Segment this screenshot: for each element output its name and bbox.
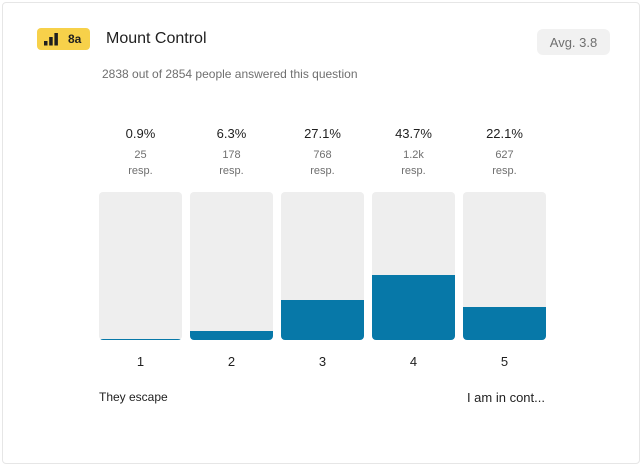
response-count: 178 (222, 149, 241, 161)
scale-value: 2 (227, 354, 236, 369)
bar-track (463, 192, 546, 340)
scale-value: 4 (409, 354, 418, 369)
bar-track (372, 192, 455, 340)
bar-track (281, 192, 364, 340)
response-count: 1.2k (403, 149, 424, 161)
response-count: 25 (134, 149, 147, 161)
bar (190, 330, 273, 340)
signal-bars-icon (44, 33, 58, 46)
bar (281, 299, 364, 340)
scale-value: 5 (500, 354, 509, 369)
response-unit: resp. (128, 165, 153, 177)
response-unit: resp. (219, 165, 244, 177)
scale-value: 3 (318, 354, 327, 369)
bar (463, 307, 546, 340)
percent-label: 6.3% (216, 126, 247, 141)
response-count: 768 (313, 149, 332, 161)
response-unit: resp. (310, 165, 335, 177)
question-number: 8a (68, 32, 82, 46)
scale-value: 1 (136, 354, 145, 369)
response-unit: resp. (492, 165, 517, 177)
percent-label: 27.1% (304, 126, 341, 141)
bar (99, 338, 182, 340)
rating-column-1: 0.9% 25 resp. 1 (99, 0, 182, 466)
scale-low-label: They escape (99, 390, 168, 404)
average-badge: Avg. 3.8 (537, 29, 610, 55)
bar-track (190, 192, 273, 340)
response-unit: resp. (401, 165, 426, 177)
response-count: 627 (495, 149, 514, 161)
question-badge: 8a (37, 28, 90, 50)
rating-column-3: 27.1% 768 resp. 3 (281, 0, 364, 466)
percent-label: 22.1% (486, 126, 523, 141)
rating-column-4: 43.7% 1.2k resp. 4 (372, 0, 455, 466)
percent-label: 0.9% (125, 126, 156, 141)
bar-track (99, 192, 182, 340)
scale-high-label: I am in cont... (466, 390, 545, 405)
percent-label: 43.7% (395, 126, 432, 141)
rating-column-2: 6.3% 178 resp. 2 (190, 0, 273, 466)
question-title: Mount Control (106, 30, 207, 47)
rating-column-5: 22.1% 627 resp. 5 (463, 0, 546, 466)
response-summary: 2838 out of 2854 people answered this qu… (102, 67, 358, 81)
bar (372, 275, 455, 340)
